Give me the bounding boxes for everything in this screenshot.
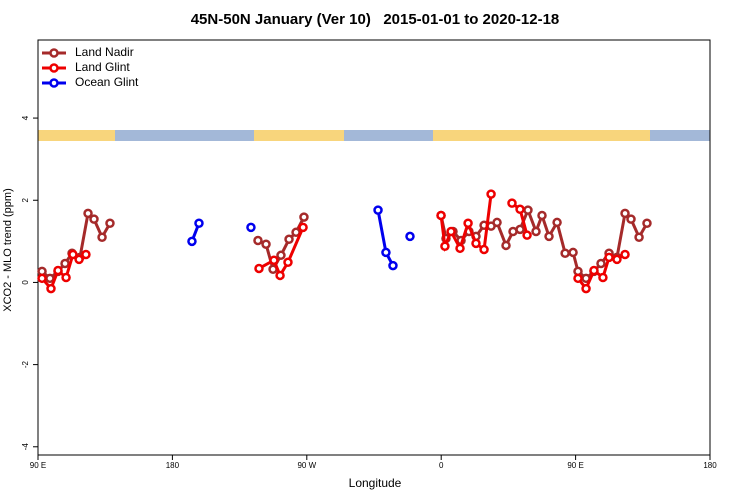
point: [573, 273, 583, 284]
point: [275, 270, 285, 281]
point: [642, 218, 652, 229]
point: [455, 243, 465, 254]
point: [254, 263, 264, 274]
point: [381, 247, 391, 258]
series-line: [40, 193, 626, 292]
point: [81, 249, 91, 260]
x-tick-label: 180: [703, 461, 717, 470]
point: [253, 235, 263, 246]
point: [68, 249, 78, 260]
point: [568, 247, 578, 258]
point: [612, 254, 622, 265]
point: [626, 214, 636, 224]
point: [299, 212, 309, 222]
point: [501, 240, 511, 251]
point: [446, 226, 456, 237]
point: [620, 249, 630, 260]
point: [596, 258, 606, 269]
y-axis-label: XCO2 - MLO trend (ppm): [2, 188, 14, 311]
point: [471, 238, 481, 249]
map-strip: [38, 130, 710, 141]
point: [405, 231, 415, 242]
point: [537, 210, 547, 221]
point: [436, 210, 446, 221]
point: [60, 258, 70, 269]
y-tick-label: 2: [21, 197, 30, 202]
point: [634, 232, 644, 242]
point: [261, 239, 271, 249]
point: [61, 272, 71, 283]
legend-marker: [49, 78, 59, 88]
point: [589, 265, 599, 276]
x-tick-label: 180: [166, 461, 180, 470]
point: [440, 241, 450, 252]
point: [463, 218, 473, 229]
point: [604, 252, 614, 263]
point: [97, 232, 107, 242]
point: [515, 204, 525, 215]
point: [523, 205, 533, 215]
point: [544, 231, 554, 242]
point: [105, 218, 115, 229]
point: [522, 230, 532, 240]
point: [298, 222, 308, 233]
chart-title: 45N-50N January (Ver 10) 2015-01-01 to 2…: [191, 11, 560, 28]
point: [284, 234, 294, 245]
y-tick-label: -4: [21, 443, 30, 451]
ocean-band: [115, 130, 254, 141]
point: [269, 255, 279, 265]
x-axis-label: Longitude: [349, 476, 402, 490]
point: [89, 214, 99, 224]
point: [531, 226, 541, 237]
point: [581, 283, 591, 294]
point: [598, 272, 608, 283]
point: [560, 248, 570, 259]
y-tick-label: 0: [21, 280, 30, 285]
ocean-band: [344, 130, 433, 141]
x-tick-label: 90 E: [567, 461, 583, 470]
point: [373, 205, 383, 215]
y-tick-label: 4: [21, 115, 30, 120]
legend-label: Land Nadir: [75, 45, 134, 59]
point: [388, 260, 398, 271]
x-tick-label: 0: [439, 461, 444, 470]
point: [283, 257, 293, 268]
point: [246, 222, 256, 233]
legend-marker: [49, 48, 59, 58]
point: [552, 217, 562, 228]
point: [46, 283, 56, 294]
point: [276, 250, 286, 261]
ocean-band: [650, 130, 710, 141]
x-tick-label: 90 W: [297, 461, 316, 470]
y-tick-label: -2: [21, 361, 30, 369]
point: [45, 273, 55, 284]
legend-label: Ocean Glint: [75, 75, 139, 89]
legend-marker: [49, 63, 59, 73]
point: [492, 217, 502, 228]
plot-frame: [37, 39, 711, 456]
point: [37, 273, 47, 284]
legend-label: Land Glint: [75, 60, 130, 74]
point: [74, 254, 84, 265]
point: [53, 265, 63, 276]
x-tick-label: 90 E: [30, 461, 46, 470]
point: [83, 208, 93, 219]
point: [187, 236, 197, 247]
point: [507, 198, 517, 208]
point: [486, 189, 496, 199]
point: [194, 218, 204, 229]
point: [515, 224, 525, 235]
point: [479, 244, 489, 255]
point: [620, 208, 630, 219]
